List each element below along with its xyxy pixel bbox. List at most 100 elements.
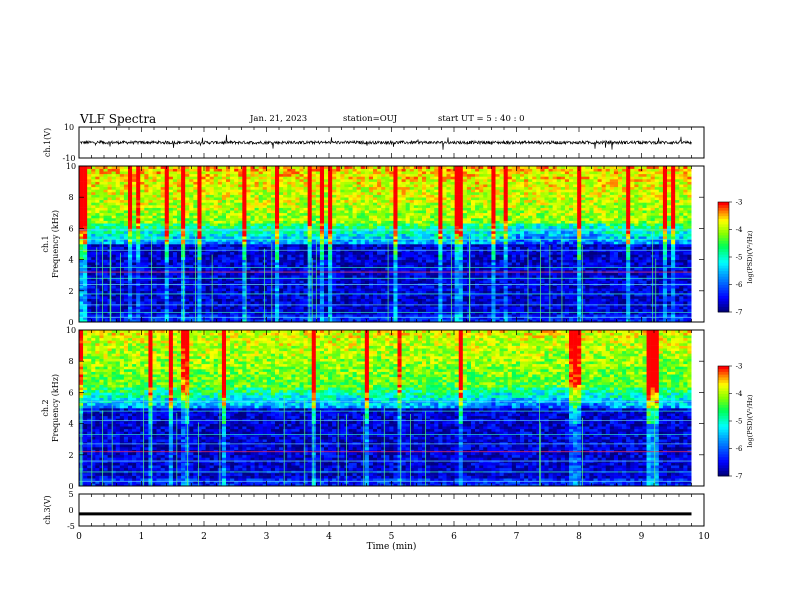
colorbar-swatch <box>718 295 729 299</box>
chart-title: VLF Spectra <box>80 112 157 126</box>
panel-frame-2 <box>78 165 705 323</box>
colorbar-swatch <box>718 281 729 285</box>
y-tick-label: 10 <box>64 123 74 132</box>
colorbar-swatch <box>718 257 729 261</box>
spectrogram-image-1 <box>79 166 704 323</box>
colorbar-label: log(PSD)(V²/Hz) <box>746 230 754 283</box>
colorbar-tick-label: -7 <box>736 473 743 481</box>
colorbar-swatch <box>718 407 729 411</box>
colorbar-swatch <box>718 374 729 378</box>
y-tick-label: -5 <box>67 522 75 531</box>
colorbar-swatch <box>718 224 729 228</box>
x-tick-label: 4 <box>326 532 332 542</box>
colorbar-swatch <box>718 246 729 250</box>
y-tick-label: 6 <box>68 388 73 397</box>
colorbar-swatch <box>718 410 729 414</box>
colorbar-swatch <box>718 254 729 258</box>
panel-frame-4 <box>78 493 705 527</box>
colorbar-swatch <box>718 399 729 403</box>
frequency-axis-label: Frequency (kHz) <box>51 210 60 278</box>
colorbar-swatch <box>718 465 729 469</box>
y-tick-label: 8 <box>68 193 73 202</box>
panel-frame-1 <box>78 126 705 159</box>
x-tick-label: 10 <box>698 532 710 542</box>
colorbar-swatch <box>718 303 729 307</box>
colorbar-swatch <box>718 443 729 447</box>
colorbar-swatch <box>718 393 729 397</box>
colorbar-swatch <box>718 276 729 280</box>
colorbar-swatch <box>718 470 729 474</box>
colorbar-swatch <box>718 401 729 405</box>
colorbar-swatch <box>718 309 729 313</box>
colorbar-swatch <box>718 248 729 252</box>
y-tick-label: 10 <box>66 326 76 335</box>
colorbar-tick-label: -4 <box>736 390 743 398</box>
colorbar-swatch <box>718 226 729 230</box>
ch3-ylabel: ch.3(V) <box>43 495 52 524</box>
x-tick-label: 0 <box>76 532 82 542</box>
colorbar-swatch <box>718 459 729 463</box>
x-tick-label: 3 <box>264 532 270 542</box>
colorbar-swatch <box>718 235 729 239</box>
colorbar-swatch <box>718 265 729 269</box>
colorbar-swatch <box>718 467 729 471</box>
colorbar-swatch <box>718 240 729 244</box>
colorbar-tick-label: -3 <box>736 363 743 371</box>
colorbar-swatch <box>718 290 729 294</box>
colorbar-swatch <box>718 412 729 416</box>
frequency-axis-label: Frequency (kHz) <box>51 374 60 442</box>
y-tick-label: 8 <box>68 357 73 366</box>
x-axis-label: Time (min) <box>367 541 417 552</box>
colorbar-swatch <box>718 218 729 222</box>
y-tick-label: 4 <box>68 256 73 265</box>
colorbar-swatch <box>718 396 729 400</box>
colorbar-swatch <box>718 473 729 477</box>
x-tick-label: 8 <box>576 532 582 542</box>
colorbar-swatch <box>718 270 729 274</box>
colorbar-swatch <box>718 368 729 372</box>
y-tick-label: 0 <box>68 506 73 515</box>
colorbar-swatch <box>718 388 729 392</box>
colorbar-swatch <box>718 451 729 455</box>
colorbar-swatch <box>718 418 729 422</box>
date-label: Jan. 21, 2023 <box>250 114 308 124</box>
colorbar-swatch <box>718 445 729 449</box>
colorbar-swatch <box>718 404 729 408</box>
colorbar-swatch <box>718 273 729 277</box>
colorbar-swatch <box>718 221 729 225</box>
colorbar-swatch <box>718 298 729 302</box>
y-tick-label: 2 <box>68 451 73 460</box>
colorbar-swatch <box>718 437 729 441</box>
y-tick-label: 10 <box>66 162 76 171</box>
colorbar-swatch <box>718 415 729 419</box>
colorbar-label: log(PSD)(V²/Hz) <box>746 394 754 447</box>
colorbar-swatch <box>718 448 729 452</box>
y-tick-label: 5 <box>68 490 73 499</box>
colorbar-swatch <box>718 202 729 206</box>
colorbar-swatch <box>718 429 729 433</box>
colorbar-tick-label: -5 <box>736 254 743 262</box>
colorbar-swatch <box>718 371 729 375</box>
colorbar-swatch <box>718 423 729 427</box>
colorbar-swatch <box>718 390 729 394</box>
colorbar-swatch <box>718 306 729 310</box>
colorbar-swatch <box>718 210 729 214</box>
x-tick-label: 6 <box>451 532 457 542</box>
colorbar-swatch <box>718 251 729 255</box>
colorbar-swatch <box>718 377 729 381</box>
ch1-waveform-line <box>79 134 692 150</box>
colorbar-swatch <box>718 213 729 217</box>
colorbar-swatch <box>718 382 729 386</box>
colorbar-swatch <box>718 454 729 458</box>
colorbar-swatch <box>718 243 729 247</box>
colorbar-swatch <box>718 456 729 460</box>
colorbar-swatch <box>718 366 729 370</box>
colorbar-swatch <box>718 462 729 466</box>
colorbar-swatch <box>718 215 729 219</box>
colorbar-swatch <box>718 440 729 444</box>
colorbar-tick-label: -6 <box>736 445 743 453</box>
colorbar-swatch <box>718 434 729 438</box>
colorbar-swatch <box>718 385 729 389</box>
x-tick-label: 1 <box>139 532 145 542</box>
